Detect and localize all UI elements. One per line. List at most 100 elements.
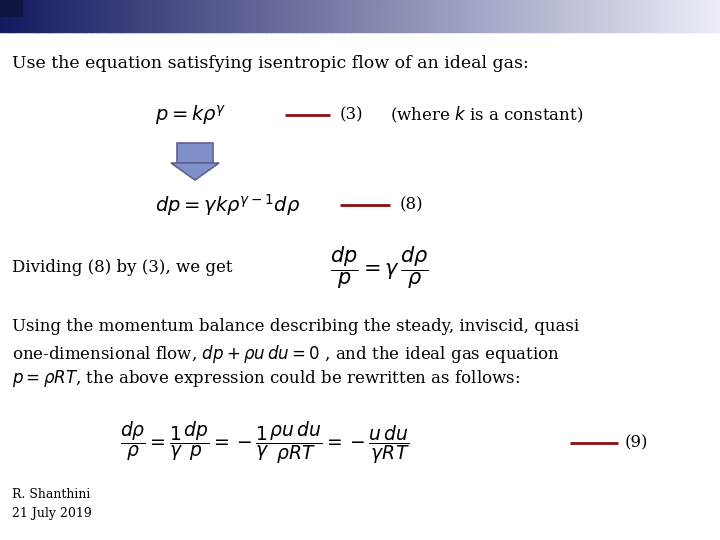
Bar (29, 0, 32, 32)
Bar (430, 0, 433, 32)
Polygon shape (177, 143, 213, 163)
Bar (297, 0, 300, 32)
Bar (708, 0, 711, 32)
Bar (207, 0, 210, 32)
Bar (65, 0, 68, 32)
Bar (269, 0, 271, 32)
Bar (665, 0, 667, 32)
Bar (588, 0, 591, 32)
Bar (655, 0, 658, 32)
Bar (662, 0, 665, 32)
Bar (19, 0, 22, 32)
Bar (127, 0, 130, 32)
Bar (106, 0, 109, 32)
Bar (372, 0, 375, 32)
Bar (650, 0, 653, 32)
Bar (324, 0, 327, 32)
Bar (214, 0, 217, 32)
Bar (261, 0, 264, 32)
Bar (499, 0, 502, 32)
Bar (230, 0, 233, 32)
Bar (247, 0, 250, 32)
Bar (365, 0, 368, 32)
Bar (504, 0, 507, 32)
Bar (427, 0, 430, 32)
Bar (223, 0, 226, 32)
Bar (312, 0, 315, 32)
Bar (679, 0, 682, 32)
Bar (646, 0, 649, 32)
Bar (583, 0, 586, 32)
Bar (533, 0, 536, 32)
Bar (288, 0, 291, 32)
Bar (84, 0, 87, 32)
Bar (221, 0, 224, 32)
Bar (578, 0, 581, 32)
Bar (139, 0, 142, 32)
Bar (125, 0, 127, 32)
Bar (653, 0, 656, 32)
Bar (511, 0, 514, 32)
Bar (686, 0, 689, 32)
Bar (60, 0, 63, 32)
Bar (374, 0, 377, 32)
Bar (634, 0, 636, 32)
Bar (535, 0, 538, 32)
Bar (610, 0, 613, 32)
Bar (526, 0, 528, 32)
Bar (171, 0, 174, 32)
Bar (574, 0, 577, 32)
Bar (48, 0, 51, 32)
Bar (576, 0, 579, 32)
Bar (293, 0, 296, 32)
Bar (598, 0, 600, 32)
Bar (341, 0, 343, 32)
Bar (228, 0, 231, 32)
Bar (326, 0, 329, 32)
Bar (271, 0, 274, 32)
Bar (531, 0, 534, 32)
Bar (581, 0, 584, 32)
Bar (108, 0, 111, 32)
Bar (197, 0, 199, 32)
Bar (290, 0, 293, 32)
Bar (675, 0, 678, 32)
Bar (300, 0, 303, 32)
Bar (235, 0, 238, 32)
Bar (0, 0, 3, 32)
Bar (310, 0, 312, 32)
Bar (585, 0, 588, 32)
Bar (667, 0, 670, 32)
Bar (252, 0, 255, 32)
Bar (446, 0, 449, 32)
Bar (336, 0, 339, 32)
Bar (120, 0, 123, 32)
Bar (432, 0, 435, 32)
Bar (456, 0, 459, 32)
Bar (403, 0, 406, 32)
Bar (631, 0, 634, 32)
Polygon shape (171, 163, 219, 180)
Bar (600, 0, 603, 32)
Bar (559, 0, 562, 32)
Bar (410, 0, 413, 32)
Bar (158, 0, 161, 32)
Bar (557, 0, 559, 32)
Bar (99, 0, 102, 32)
Bar (189, 0, 192, 32)
Bar (672, 0, 675, 32)
Bar (168, 0, 171, 32)
Bar (130, 0, 132, 32)
Bar (492, 0, 495, 32)
Bar (194, 0, 197, 32)
Bar (274, 0, 276, 32)
Bar (115, 0, 118, 32)
Bar (521, 0, 523, 32)
Bar (360, 0, 363, 32)
Bar (286, 0, 289, 32)
Bar (506, 0, 509, 32)
Bar (362, 0, 365, 32)
Bar (117, 0, 120, 32)
Bar (639, 0, 642, 32)
Bar (569, 0, 572, 32)
